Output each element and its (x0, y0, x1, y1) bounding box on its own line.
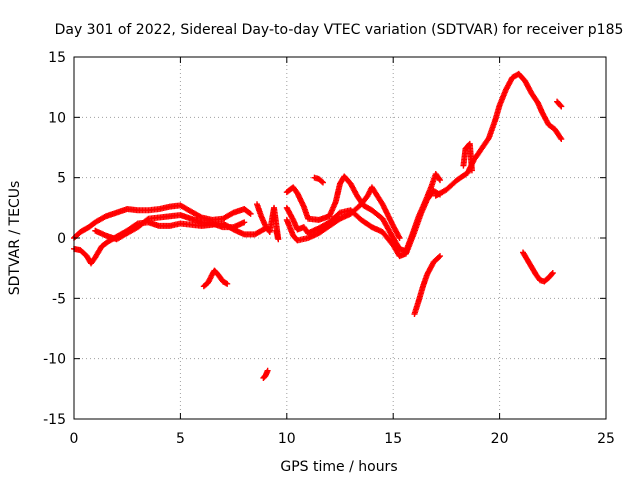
y-tick-label: -15 (43, 412, 66, 428)
data-point (318, 178, 325, 185)
data-point (437, 177, 444, 184)
axes: 0 5 10 15 20 25 -15 -10 -5 0 5 10 15 (43, 50, 615, 447)
x-tick-label: 20 (491, 431, 509, 447)
y-axis-label: SDTVAR / TECUs (7, 181, 23, 296)
y-tick-label: -10 (43, 352, 66, 368)
data-point (247, 210, 254, 217)
y-tick-label: -5 (52, 291, 66, 307)
x-tick-label: 10 (278, 431, 296, 447)
series-late-blip-22.8h (554, 98, 565, 110)
series-spikes-18-19h (460, 140, 475, 174)
series-mid-band-1-8h (92, 212, 248, 243)
data-point (396, 235, 403, 241)
data-point (264, 367, 271, 374)
data-point (558, 136, 565, 143)
data-point (273, 227, 280, 234)
series-late-dip-21-22h (520, 249, 556, 285)
data-point (144, 216, 151, 223)
data-point (557, 102, 564, 109)
data-point (548, 270, 555, 277)
x-tick-label: 0 (70, 431, 79, 447)
y-tick-label: 15 (48, 50, 66, 66)
data-point (468, 167, 475, 174)
y-tick-label: 10 (48, 110, 66, 126)
x-tick-label: 25 (597, 431, 615, 447)
data-point (557, 134, 564, 141)
data-points (71, 70, 565, 381)
x-axis-label: GPS time / hours (280, 459, 397, 475)
data-point (435, 254, 442, 261)
data-point (319, 179, 326, 186)
series-upper-band-0-9h (71, 202, 254, 241)
data-point (437, 253, 444, 260)
data-point (241, 219, 248, 226)
data-point (246, 210, 253, 217)
data-point (436, 175, 443, 182)
y-tick-label: 0 (57, 231, 66, 247)
data-point (549, 269, 556, 276)
chart-title: Day 301 of 2022, Sidereal Day-to-day VTE… (55, 22, 624, 38)
series-band-c-10-15h (283, 184, 403, 244)
series-outlier-9h (260, 367, 271, 381)
x-tick-label: 5 (176, 431, 185, 447)
y-tick-label: 5 (57, 171, 66, 187)
series-scatter-8.5-10h (254, 201, 282, 243)
x-tick-label: 15 (384, 431, 402, 447)
series-dip-6-7h (200, 267, 231, 290)
data-point (224, 280, 231, 287)
data-point (558, 103, 565, 110)
series-blip-11.5h (311, 174, 326, 186)
series-dip-16-17h (411, 253, 444, 318)
